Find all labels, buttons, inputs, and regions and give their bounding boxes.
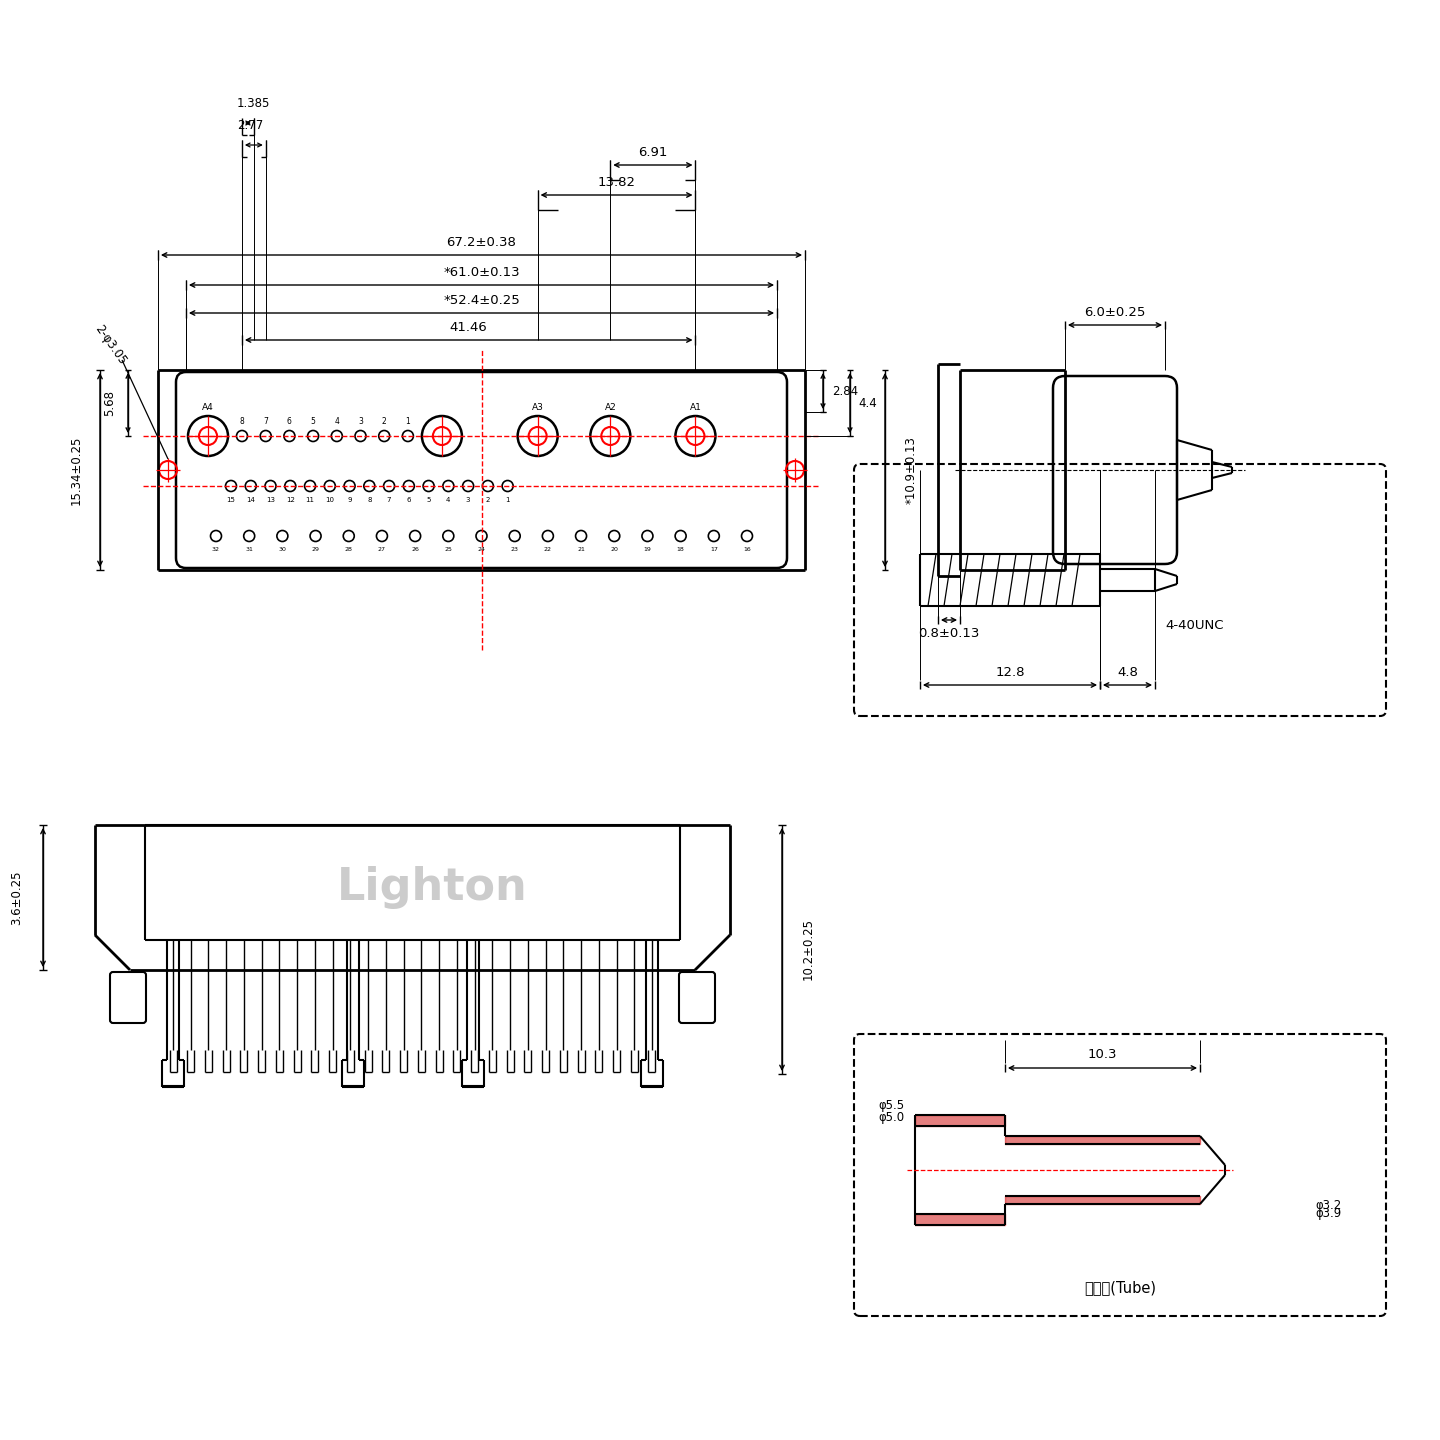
Text: 26: 26	[412, 547, 419, 552]
Text: 30: 30	[278, 547, 287, 552]
Text: 9: 9	[347, 497, 351, 503]
Text: φ3.9: φ3.9	[1316, 1208, 1342, 1221]
Text: 2: 2	[382, 418, 386, 426]
Text: 10.2±0.25: 10.2±0.25	[802, 919, 815, 981]
Text: A2: A2	[605, 403, 616, 412]
Text: 16: 16	[743, 547, 750, 552]
Text: 5: 5	[426, 497, 431, 503]
Text: 7: 7	[387, 497, 392, 503]
Text: A1: A1	[690, 403, 701, 412]
Text: 2.84: 2.84	[832, 384, 858, 397]
Text: 22: 22	[544, 547, 552, 552]
Text: 24: 24	[478, 547, 485, 552]
Text: Lighton: Lighton	[337, 865, 528, 909]
Text: 4.4: 4.4	[858, 396, 877, 409]
Text: 2-φ3.05: 2-φ3.05	[92, 323, 128, 367]
Text: 13.82: 13.82	[598, 176, 635, 189]
Text: 2.77: 2.77	[238, 118, 264, 131]
Text: 67.2±0.38: 67.2±0.38	[446, 236, 517, 249]
Text: 14: 14	[246, 497, 255, 503]
Text: 15: 15	[226, 497, 235, 503]
Text: 19: 19	[644, 547, 651, 552]
Text: 3: 3	[467, 497, 471, 503]
Text: 6.91: 6.91	[638, 145, 668, 158]
Text: 13: 13	[266, 497, 275, 503]
Text: 5.68: 5.68	[104, 390, 117, 416]
Text: 18: 18	[677, 547, 684, 552]
Text: 1: 1	[505, 497, 510, 503]
Text: φ5.0: φ5.0	[878, 1112, 904, 1125]
Text: 8: 8	[367, 497, 372, 503]
Text: 1.385: 1.385	[238, 96, 271, 109]
Text: 21: 21	[577, 547, 585, 552]
Text: 0.8±0.13: 0.8±0.13	[919, 626, 979, 639]
Text: 15.34±0.25: 15.34±0.25	[69, 435, 82, 504]
Text: 8: 8	[239, 418, 245, 426]
Text: 11: 11	[305, 497, 314, 503]
Text: 32: 32	[212, 547, 220, 552]
Text: 10.3: 10.3	[1087, 1048, 1117, 1061]
Text: 10: 10	[325, 497, 334, 503]
Text: 2: 2	[485, 497, 490, 503]
Text: 29: 29	[311, 547, 320, 552]
Text: *61.0±0.13: *61.0±0.13	[444, 265, 520, 278]
Text: A3: A3	[531, 403, 543, 412]
Text: 25: 25	[445, 547, 452, 552]
Text: 31: 31	[245, 547, 253, 552]
Text: 28: 28	[344, 547, 353, 552]
Text: 5: 5	[311, 418, 315, 426]
Text: 1: 1	[406, 418, 410, 426]
Text: 7: 7	[264, 418, 268, 426]
Text: 6: 6	[406, 497, 410, 503]
Text: 27: 27	[377, 547, 386, 552]
Text: 41.46: 41.46	[449, 321, 488, 334]
Text: 23: 23	[511, 547, 518, 552]
Text: 6: 6	[287, 418, 292, 426]
Text: 20: 20	[611, 547, 618, 552]
Text: 3: 3	[359, 418, 363, 426]
Text: *10.9±0.13: *10.9±0.13	[904, 436, 917, 504]
Text: 17: 17	[710, 547, 717, 552]
Text: 4: 4	[334, 418, 340, 426]
Text: A4: A4	[202, 403, 215, 412]
Text: 4: 4	[446, 497, 451, 503]
Text: *52.4±0.25: *52.4±0.25	[444, 294, 520, 307]
Text: 4-40UNC: 4-40UNC	[1165, 619, 1224, 632]
Text: φ5.5: φ5.5	[878, 1099, 904, 1112]
Text: 12.8: 12.8	[995, 665, 1025, 678]
Text: 12: 12	[287, 497, 295, 503]
Text: φ3.2: φ3.2	[1316, 1200, 1342, 1212]
Text: 屏蔽管(Tube): 屏蔽管(Tube)	[1084, 1280, 1156, 1296]
Text: 4.8: 4.8	[1117, 665, 1138, 678]
Text: 6.0±0.25: 6.0±0.25	[1084, 305, 1146, 318]
Text: 3.6±0.25: 3.6±0.25	[10, 870, 23, 924]
